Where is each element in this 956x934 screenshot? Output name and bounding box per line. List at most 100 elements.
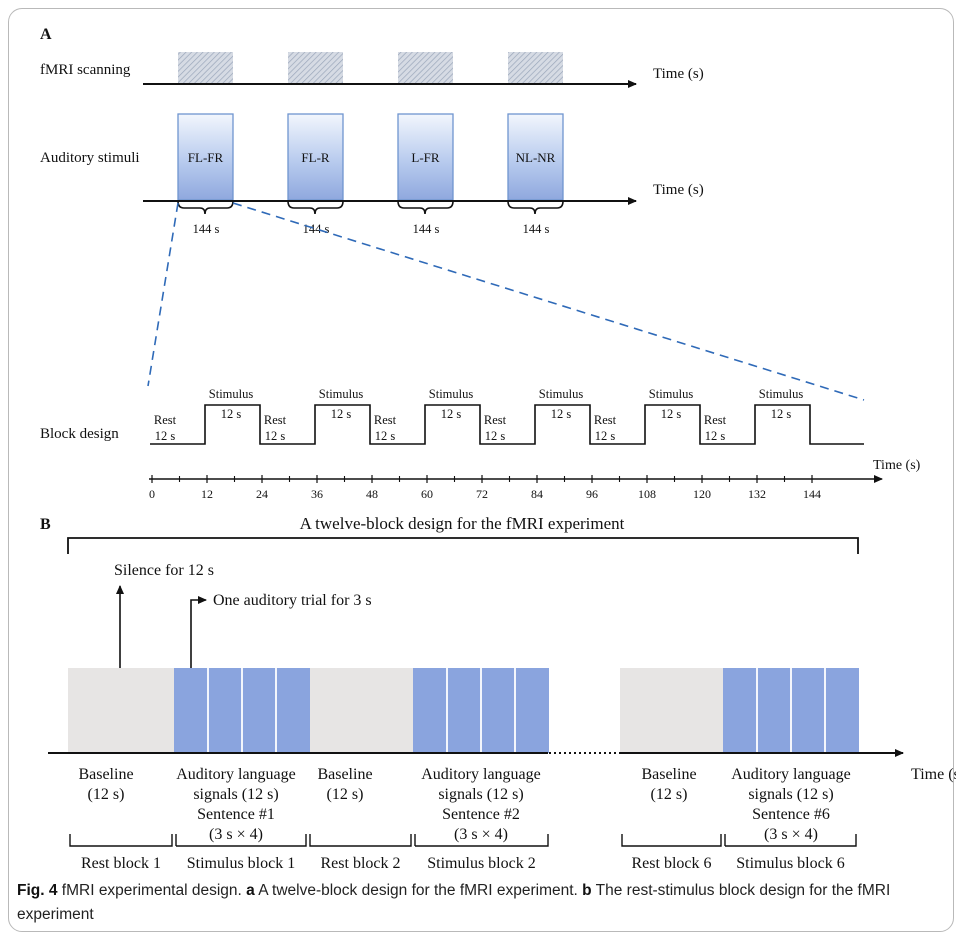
rest-label: Rest (154, 413, 177, 427)
tick-label: 108 (638, 487, 656, 501)
rest-bracket (621, 834, 722, 847)
b-time-label: Time (s) (911, 766, 956, 783)
panel-b-block-descriptions: Baseline (12 s) Auditory language signals (… (69, 766, 857, 872)
trial-count: (3 s × 4) (209, 826, 263, 843)
scan-block-2 (288, 52, 343, 83)
rest-label: Rest (704, 413, 727, 427)
baseline-label: Baseline (78, 766, 133, 783)
rest-duration: 12 s (265, 429, 286, 443)
scan-block-1 (178, 52, 233, 83)
stimulus-duration: 12 s (771, 407, 792, 421)
condition-brace-2 (287, 200, 344, 215)
rest-duration: 12 s (155, 429, 176, 443)
tick-label: 0 (149, 487, 155, 501)
tick-label: 48 (366, 487, 378, 501)
stimulus-label: Stimulus (539, 387, 584, 401)
tick-label: 120 (693, 487, 711, 501)
rest-label: Rest (264, 413, 287, 427)
tick-label: 36 (311, 487, 323, 501)
auditory-stimuli-label: Auditory stimuli (40, 150, 140, 166)
silence-note: Silence for 12 s (114, 562, 214, 579)
stimulus-duration: 12 s (331, 407, 352, 421)
tick-label: 144 (803, 487, 821, 501)
stimulus-label: Stimulus (429, 387, 474, 401)
rest-bracket (69, 834, 173, 847)
panel-a-label: A (40, 26, 52, 43)
condition-label-4: NL-NR (516, 150, 556, 165)
block-waveform-line (150, 404, 864, 445)
stimulus-block-label: Stimulus block 1 (187, 855, 295, 872)
panel-b-title: A twelve-block design for the fMRI exper… (300, 514, 625, 533)
stim-desc-line1: Auditory language (731, 766, 851, 783)
tick-label: 24 (256, 487, 268, 501)
duration-label-3: 144 s (413, 222, 440, 236)
rest-block-1 (68, 668, 174, 753)
tick-label: 60 (421, 487, 433, 501)
baseline-label: Baseline (317, 766, 372, 783)
rest-label: Rest (374, 413, 397, 427)
scan-block-3 (398, 52, 453, 83)
trial-note: One auditory trial for 3 s (213, 592, 372, 609)
condition-block-4 (507, 113, 564, 201)
rest-block-3 (620, 668, 726, 753)
baseline-duration: (12 s) (327, 786, 364, 803)
condition-brace-4 (507, 200, 564, 215)
scan-block-4 (508, 52, 563, 83)
caption-a-text: A twelve-block design for the fMRI exper… (254, 882, 578, 899)
rest-bracket (309, 834, 412, 847)
stimulus-block-label: Stimulus block 2 (427, 855, 535, 872)
baseline-label: Baseline (641, 766, 696, 783)
stim-bracket (415, 834, 549, 847)
stim-desc-line1: Auditory language (176, 766, 296, 783)
tick-label: 12 (201, 487, 213, 501)
rest-label: Rest (594, 413, 617, 427)
duration-label-2: 144 s (303, 222, 330, 236)
figure-caption: Fig. 4 fMRI experimental design. a A twe… (17, 879, 942, 927)
rest-block-label: Rest block 1 (81, 855, 161, 872)
block-design-waveform: Rest 12 s Stimulus 12 s Rest 12 s Stimulus 12 s… (150, 387, 864, 445)
baseline-duration: (12 s) (651, 786, 688, 803)
trial-arrow (190, 596, 207, 668)
duration-label-4: 144 s (523, 222, 550, 236)
condition-brace-3 (397, 200, 454, 215)
rest-duration: 12 s (375, 429, 396, 443)
panel-b-blocks (68, 668, 859, 753)
zoom-line-right (232, 202, 865, 401)
fmri-scanning-label: fMRI scanning (40, 62, 131, 78)
tick-label: 72 (476, 487, 488, 501)
trial-count: (3 s × 4) (764, 826, 818, 843)
stim-desc-line2: signals (12 s) (748, 786, 833, 803)
stim-bracket (725, 834, 857, 847)
caption-fig-label: Fig. 4 (17, 882, 58, 899)
stimulus-duration: 12 s (551, 407, 572, 421)
block-time-ticks: 0 12 24 36 48 60 72 84 96 108 120 132 144 (149, 475, 821, 501)
stimulus-duration: 12 s (661, 407, 682, 421)
tick-label: 84 (531, 487, 543, 501)
trial-count: (3 s × 4) (454, 826, 508, 843)
stim-bracket (176, 834, 307, 847)
stimulus-duration: 12 s (221, 407, 242, 421)
scan-time-label: Time (s) (653, 66, 704, 82)
stimulus-duration: 12 s (441, 407, 462, 421)
caption-b-label: b (582, 882, 592, 899)
condition-label-1: FL-FR (188, 150, 224, 165)
rest-duration: 12 s (485, 429, 506, 443)
duration-label-1: 144 s (193, 222, 220, 236)
stim-desc-line1: Auditory language (421, 766, 541, 783)
block-time-label: Time (s) (873, 458, 921, 473)
panel-b-label: B (40, 516, 51, 533)
tick-label: 96 (586, 487, 598, 501)
condition-blocks: FL-FR FL-R L-FR NL-NR (177, 113, 564, 201)
caption-text: fMRI experimental design. (57, 882, 242, 899)
rest-block-label: Rest block 2 (321, 855, 401, 872)
condition-block-3 (397, 113, 454, 201)
rest-block-label: Rest block 6 (632, 855, 712, 872)
baseline-duration: (12 s) (88, 786, 125, 803)
sentence-label: Sentence #2 (442, 806, 520, 823)
rest-label: Rest (484, 413, 507, 427)
rest-duration: 12 s (705, 429, 726, 443)
condition-braces (177, 200, 564, 215)
block-design-label: Block design (40, 426, 119, 442)
stimulus-label: Stimulus (319, 387, 364, 401)
caption-b-text: The rest-stimulus block design for the f… (17, 882, 891, 923)
